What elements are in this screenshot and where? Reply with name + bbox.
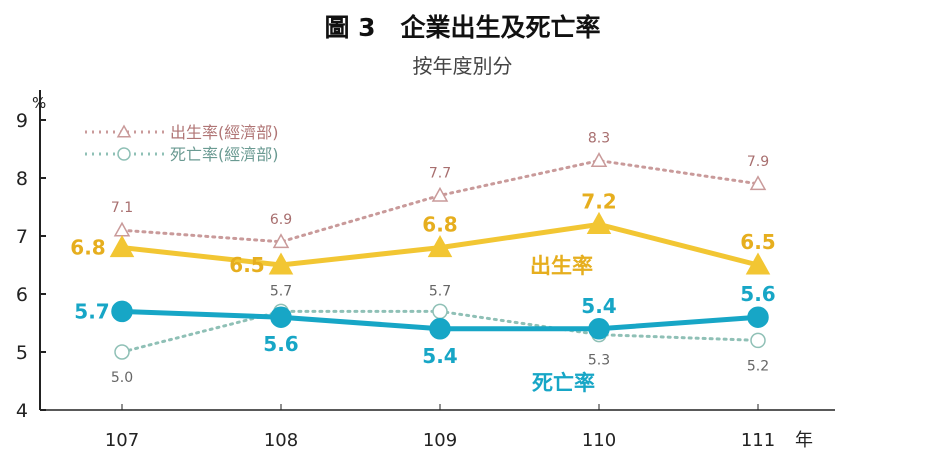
triangle-marker: [113, 221, 131, 237]
data-label: 5.4: [422, 344, 457, 368]
y-tick-label: 6: [16, 284, 28, 306]
data-label: 5.7: [74, 299, 109, 323]
data-label: 5.7: [429, 283, 451, 299]
data-label: 6.9: [270, 212, 292, 228]
data-label: 5.3: [588, 353, 610, 369]
triangle-marker: [427, 235, 453, 258]
circle-marker: [111, 300, 133, 323]
y-tick-label: 7: [16, 226, 28, 248]
triangle-marker: [590, 152, 608, 167]
circle-marker: [747, 306, 769, 328]
data-label: 6.8: [70, 236, 105, 260]
legend-label: 出生率(經濟部): [170, 123, 279, 142]
chart-subtitle: 按年度別分: [412, 54, 513, 78]
x-axis-unit: 年: [795, 430, 813, 451]
data-label: 7.1: [111, 200, 133, 216]
circle-marker: [432, 303, 448, 320]
triangle-marker: [431, 186, 449, 202]
x-tick-label: 109: [423, 430, 457, 451]
circle-marker: [270, 306, 292, 328]
series-label-death: 死亡率: [532, 371, 595, 395]
data-label: 7.7: [429, 165, 451, 181]
data-label: 7.2: [581, 189, 616, 213]
series-label-birth: 出生率: [530, 254, 593, 278]
triangle-marker: [268, 252, 294, 275]
data-label: 6.5: [740, 230, 775, 254]
circle-marker: [429, 318, 451, 340]
y-tick-label: 9: [16, 110, 28, 132]
circle-marker: [588, 318, 610, 340]
triangle-marker: [749, 175, 767, 191]
y-axis-unit: %: [32, 94, 46, 112]
x-tick-label: 108: [264, 430, 298, 451]
data-label: 5.2: [747, 358, 769, 374]
x-tick-label: 110: [582, 430, 616, 451]
triangle-marker: [272, 233, 290, 249]
triangle-marker: [586, 211, 612, 234]
data-label: 8.3: [588, 131, 610, 147]
circle-marker: [117, 147, 131, 161]
x-tick-label: 107: [105, 430, 139, 451]
data-label: 5.6: [740, 282, 775, 306]
triangle-marker: [116, 124, 132, 138]
data-label: 5.4: [581, 294, 616, 318]
x-tick-label: 111: [741, 430, 775, 451]
y-tick-label: 5: [16, 342, 28, 364]
triangle-marker: [745, 252, 771, 275]
data-label: 6.5: [229, 253, 264, 277]
data-label: 5.0: [111, 370, 133, 386]
data-label: 7.9: [747, 154, 769, 170]
data-label: 5.6: [263, 332, 298, 356]
data-label: 6.8: [422, 213, 457, 237]
y-tick-label: 4: [16, 400, 28, 422]
data-label: 5.7: [270, 283, 292, 299]
triangle-marker: [109, 235, 135, 258]
circle-marker: [750, 332, 766, 349]
circle-marker: [114, 344, 130, 360]
legend-label: 死亡率(經濟部): [170, 145, 279, 164]
y-tick-label: 8: [16, 168, 28, 190]
chart-title: 圖 3 企業出生及死亡率: [324, 13, 601, 42]
